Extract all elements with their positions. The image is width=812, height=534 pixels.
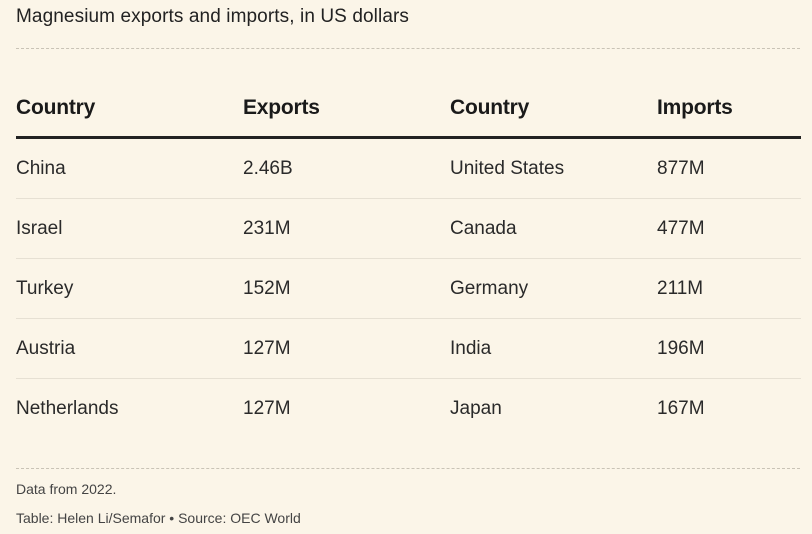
- table-row: Turkey 152M Germany 211M: [16, 258, 801, 319]
- table-row: Netherlands 127M Japan 167M: [16, 379, 801, 439]
- table-row: China 2.46B United States 877M: [16, 137, 801, 199]
- table-cell: 2.46B: [243, 137, 450, 199]
- table-cell: 231M: [243, 198, 450, 259]
- column-header: Imports: [657, 80, 801, 139]
- table-row: Israel 231M Canada 477M: [16, 198, 801, 259]
- table-cell: Japan: [450, 397, 502, 419]
- source-credit: Table: Helen Li/Semafor • Source: OEC Wo…: [16, 510, 301, 526]
- table-row: Austria 127M India 196M: [16, 318, 801, 379]
- data-table: Country Exports Country Imports China 2.…: [16, 80, 801, 438]
- table-cell: Germany: [450, 258, 657, 319]
- data-note: Data from 2022.: [16, 481, 117, 497]
- table-cell: 877M: [657, 137, 801, 199]
- chart-title: Magnesium exports and imports, in US dol…: [16, 6, 410, 27]
- table-cell: 477M: [657, 198, 801, 259]
- table-cell: Netherlands: [16, 397, 119, 419]
- table-cell: Austria: [16, 318, 243, 379]
- table-cell: 196M: [657, 318, 801, 379]
- header-row: Country Exports Country Imports: [16, 80, 801, 139]
- table-cell: China: [16, 137, 243, 199]
- table-cell: Israel: [16, 198, 243, 259]
- table-cell: India: [450, 318, 657, 379]
- top-divider: [16, 48, 800, 49]
- table-cell: 167M: [657, 397, 705, 419]
- table-cell: Canada: [450, 198, 657, 259]
- column-header: Country: [16, 80, 243, 139]
- column-header: Country: [450, 80, 657, 139]
- table-cell: Turkey: [16, 258, 243, 319]
- table-cell: 211M: [657, 258, 801, 319]
- bottom-divider: [16, 468, 800, 469]
- column-header: Exports: [243, 80, 450, 139]
- table-cell: 127M: [243, 397, 291, 419]
- table-cell: United States: [450, 137, 657, 199]
- table-cell: 152M: [243, 258, 450, 319]
- table-cell: 127M: [243, 318, 450, 379]
